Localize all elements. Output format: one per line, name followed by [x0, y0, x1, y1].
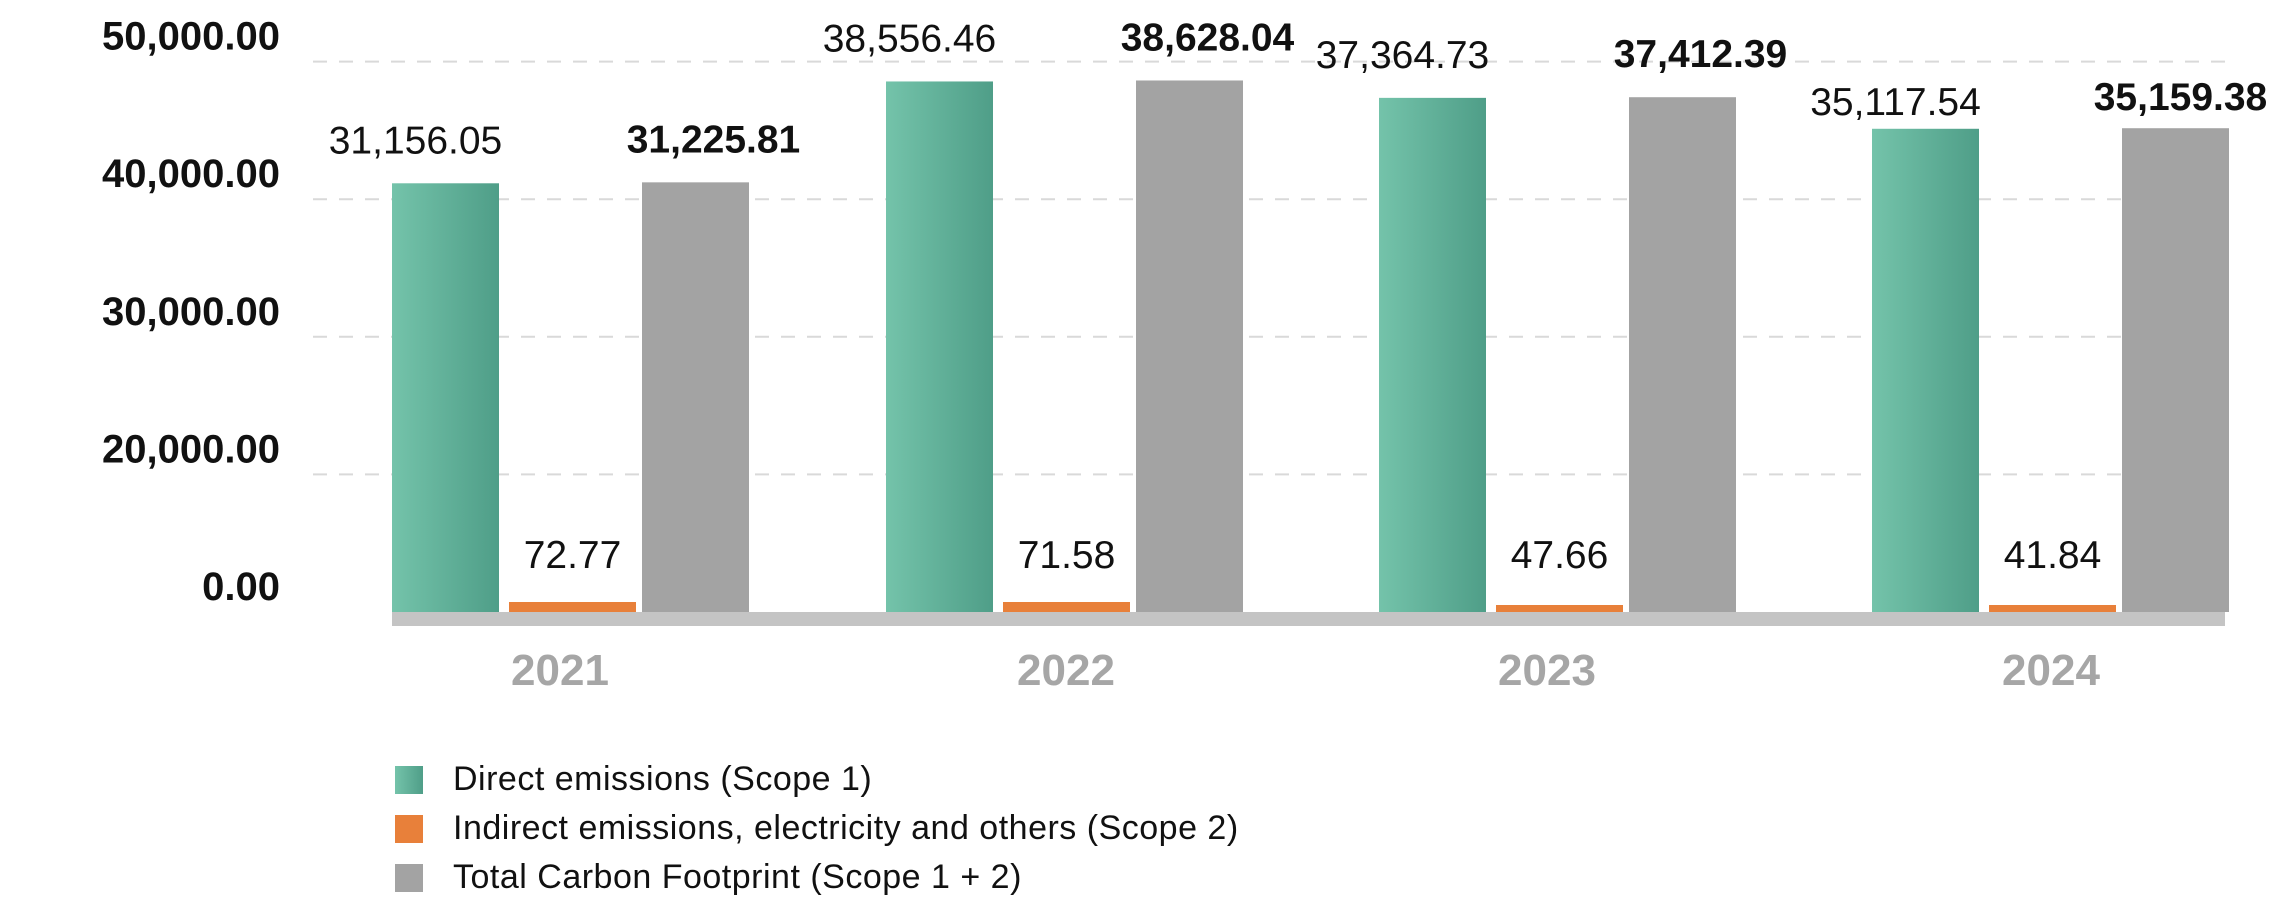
bar-total-2023	[1629, 97, 1736, 613]
bar-scope2-2023	[1496, 605, 1623, 612]
data-label: 37,412.39	[1614, 33, 1788, 76]
y-tick-label: 50,000.00	[102, 15, 280, 59]
x-category-label: 2023	[1498, 646, 1596, 695]
legend-label: Direct emissions (Scope 1)	[453, 760, 873, 798]
bar-scope1-2023	[1379, 97, 1486, 612]
legend-item: Total Carbon Footprint (Scope 1 + 2)	[395, 853, 1239, 902]
bar-scope1-2024	[1872, 128, 1979, 612]
data-label: 71.58	[1018, 534, 1116, 577]
bar-total-2024	[2122, 128, 2229, 613]
bar-total-2022	[1136, 80, 1243, 613]
y-tick-label: 40,000.00	[102, 152, 280, 196]
x-axis-bar	[392, 612, 2225, 626]
bar-scope1-2021	[392, 183, 499, 612]
data-label: 38,628.04	[1121, 16, 1295, 59]
data-label: 35,159.38	[2094, 76, 2268, 119]
data-label: 38,556.46	[823, 17, 997, 60]
data-label: 31,156.05	[329, 119, 503, 162]
data-label: 41.84	[2004, 534, 2102, 577]
data-label: 47.66	[1511, 534, 1609, 577]
x-category-label: 2024	[2002, 646, 2100, 695]
x-category-label: 2021	[511, 646, 609, 695]
data-label: 37,364.73	[1316, 34, 1490, 77]
data-label: 31,225.81	[627, 118, 801, 161]
bar-scope2-2021	[509, 602, 636, 612]
bar-scope2-2022	[1003, 602, 1130, 612]
x-category-label: 2022	[1017, 646, 1115, 695]
legend-label: Indirect emissions, electricity and othe…	[453, 809, 1239, 847]
legend-label: Total Carbon Footprint (Scope 1 + 2)	[453, 858, 1022, 896]
bar-scope2-2024	[1989, 605, 2116, 612]
legend-swatch	[395, 814, 423, 843]
data-label: 35,117.54	[1810, 81, 1981, 124]
bar-total-2021	[642, 182, 749, 612]
legend-swatch	[395, 765, 423, 794]
y-tick-label: 30,000.00	[102, 290, 280, 334]
legend-item: Indirect emissions, electricity and othe…	[395, 804, 1239, 853]
y-tick-label: 20,000.00	[102, 427, 280, 471]
legend-item: Direct emissions (Scope 1)	[395, 755, 1239, 804]
y-tick-label: 0.00	[202, 565, 280, 609]
bar-scope1-2022	[886, 81, 993, 612]
chart-legend: Direct emissions (Scope 1) Indirect emiss…	[395, 755, 1239, 902]
legend-swatch	[395, 863, 423, 892]
chart-svg: 0.00 20,000.00 30,000.00 40,000.00 50,000.00…	[102, 15, 2268, 695]
data-label: 72.77	[524, 534, 622, 577]
